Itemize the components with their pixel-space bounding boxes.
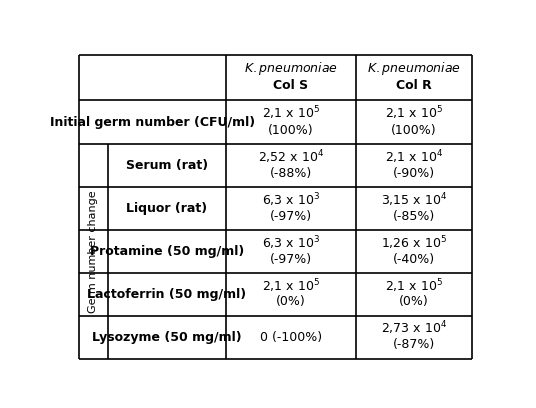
Text: 2,1 x 10$^4$: 2,1 x 10$^4$ xyxy=(385,149,443,166)
Text: 2,73 x 10$^4$: 2,73 x 10$^4$ xyxy=(381,320,447,337)
Text: (100%): (100%) xyxy=(268,124,314,137)
Text: Liquor (rat): Liquor (rat) xyxy=(126,202,207,215)
Text: 2,1 x 10$^5$: 2,1 x 10$^5$ xyxy=(385,104,443,122)
Text: Lactoferrin (50 mg/ml): Lactoferrin (50 mg/ml) xyxy=(87,288,247,301)
Text: $\it{K. pneumoniae}$: $\it{K. pneumoniae}$ xyxy=(244,60,338,77)
Text: (0%): (0%) xyxy=(276,295,306,308)
Text: 6,3 x 10$^3$: 6,3 x 10$^3$ xyxy=(262,191,320,209)
Text: (0%): (0%) xyxy=(399,295,429,308)
Text: Serum (rat): Serum (rat) xyxy=(126,160,208,172)
Text: 2,52 x 10$^4$: 2,52 x 10$^4$ xyxy=(258,149,324,166)
Text: 1,26 x 10$^5$: 1,26 x 10$^5$ xyxy=(381,234,447,252)
Text: (-97%): (-97%) xyxy=(270,210,312,223)
Text: 0 (-100%): 0 (-100%) xyxy=(260,330,322,344)
Text: (-40%): (-40%) xyxy=(393,253,435,266)
Text: 2,1 x 10$^5$: 2,1 x 10$^5$ xyxy=(262,277,320,295)
Text: (-87%): (-87%) xyxy=(393,338,435,351)
Text: Col R: Col R xyxy=(396,79,431,92)
Text: (-97%): (-97%) xyxy=(270,253,312,266)
Text: 2,1 x 10$^5$: 2,1 x 10$^5$ xyxy=(385,277,443,295)
Text: (100%): (100%) xyxy=(391,124,437,137)
Text: Initial germ number (CFU/ml): Initial germ number (CFU/ml) xyxy=(50,115,255,129)
Text: Lysozyme (50 mg/ml): Lysozyme (50 mg/ml) xyxy=(92,330,242,344)
Text: $\it{K. pneumoniae}$: $\it{K. pneumoniae}$ xyxy=(367,60,461,77)
Text: 2,1 x 10$^5$: 2,1 x 10$^5$ xyxy=(262,104,320,122)
Text: 3,15 x 10$^4$: 3,15 x 10$^4$ xyxy=(381,191,447,209)
Text: (-88%): (-88%) xyxy=(270,167,312,180)
Text: 6,3 x 10$^3$: 6,3 x 10$^3$ xyxy=(262,234,320,252)
Text: (-90%): (-90%) xyxy=(393,167,435,180)
Text: Germ number change: Germ number change xyxy=(88,190,98,313)
Text: Protamine (50 mg/ml): Protamine (50 mg/ml) xyxy=(90,245,244,258)
Text: Col S: Col S xyxy=(273,79,309,92)
Text: (-85%): (-85%) xyxy=(393,210,435,223)
